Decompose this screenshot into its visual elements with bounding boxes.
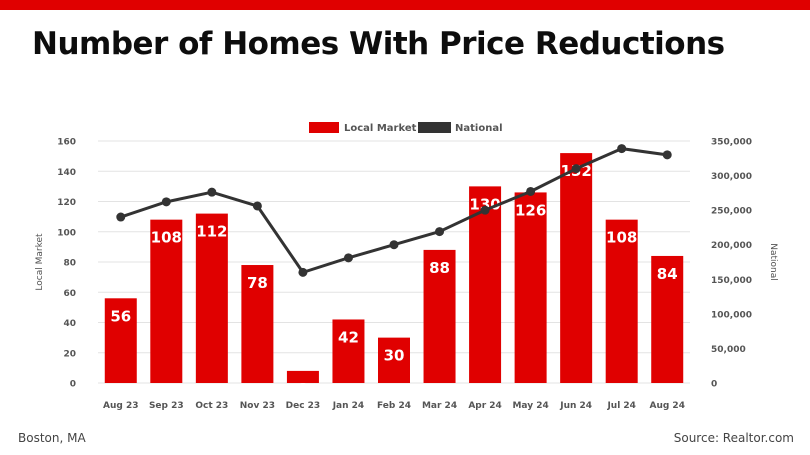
location-label: Boston, MA — [18, 431, 86, 445]
bar-value-label: 78 — [247, 274, 268, 292]
national-point — [252, 201, 262, 211]
national-point — [435, 227, 445, 237]
bar-value-label: 126 — [515, 201, 546, 219]
bar — [378, 337, 410, 383]
y-tick-label-left: 100 — [57, 228, 76, 238]
bar — [469, 186, 502, 383]
page-title: Number of Homes With Price Reductions — [32, 26, 725, 62]
x-tick-label: Apr 24 — [468, 401, 502, 411]
bar — [332, 319, 365, 383]
x-tick-label: Jan 24 — [332, 401, 365, 411]
y-tick-label-left: 160 — [57, 138, 76, 148]
bar — [150, 219, 183, 383]
y-axis-title-right: National — [768, 243, 778, 281]
national-point — [617, 144, 627, 154]
y-tick-label-left: 20 — [63, 349, 76, 359]
bar — [514, 192, 547, 383]
x-tick-label: Oct 23 — [195, 401, 228, 411]
y-tick-label-left: 140 — [57, 168, 76, 178]
x-tick-label: Jul 24 — [606, 401, 636, 411]
bar — [605, 219, 638, 383]
y-tick-label-right: 300,000 — [711, 172, 752, 182]
x-tick-label: Nov 23 — [240, 401, 275, 411]
bar-value-label: 88 — [429, 259, 450, 277]
combo-chart: 0 20 40 60 80 100 120 140 160 0 50,000 100,000 150,0… — [35, 122, 778, 411]
bar — [241, 265, 274, 383]
national-point — [526, 186, 536, 196]
y-tick-label-left: 60 — [63, 289, 76, 299]
bar-value-label: 130 — [469, 195, 500, 213]
x-tick-label: Feb 24 — [377, 401, 411, 411]
bar — [651, 255, 684, 383]
x-tick-label: Aug 23 — [103, 401, 138, 411]
y-tick-label-left: 120 — [57, 198, 76, 208]
bar-value-label: 42 — [338, 328, 359, 346]
x-tick-label: Sep 23 — [149, 401, 184, 411]
national-point — [662, 150, 672, 160]
bar-value-label: 30 — [384, 347, 405, 365]
national-point — [298, 267, 308, 277]
national-point — [389, 240, 399, 250]
y-tick-label-right: 150,000 — [711, 276, 752, 286]
y-tick-label-right: 250,000 — [711, 207, 752, 217]
x-tick-label: Aug 24 — [649, 401, 684, 411]
bar-value-label: 108 — [606, 229, 637, 247]
bar-value-label: 108 — [151, 229, 182, 247]
x-tick-label: Jun 24 — [559, 401, 592, 411]
national-point — [207, 187, 217, 197]
bar — [423, 249, 456, 383]
y-axis-title-left: Local Market — [35, 233, 45, 291]
y-tick-label-left: 80 — [63, 259, 76, 269]
x-tick-label: Mar 24 — [422, 401, 457, 411]
bar — [195, 213, 228, 383]
bar-value-label: 84 — [657, 265, 678, 283]
legend-swatch-local — [309, 122, 339, 133]
source-label: Source: Realtor.com — [673, 431, 794, 445]
legend-label-national: National — [455, 123, 503, 134]
bar-value-label: 56 — [110, 307, 131, 325]
national-point — [161, 197, 171, 207]
national-point — [343, 253, 353, 263]
x-tick-label: Dec 23 — [286, 401, 321, 411]
bar-value-label: 112 — [196, 223, 227, 241]
y-tick-label-left: 40 — [63, 319, 76, 329]
y-tick-label-right: 200,000 — [711, 241, 752, 251]
bar — [560, 153, 593, 383]
top-accent-bar — [0, 0, 810, 10]
y-tick-label-right: 0 — [711, 380, 717, 390]
national-point — [480, 205, 490, 215]
national-point — [571, 164, 581, 174]
legend-label-local: Local Market — [344, 123, 417, 134]
legend-swatch-national — [418, 122, 451, 133]
y-tick-label-right: 350,000 — [711, 138, 752, 148]
bar — [104, 298, 137, 383]
y-tick-label-right: 50,000 — [711, 345, 746, 355]
y-tick-label-left: 0 — [70, 380, 76, 390]
bar — [286, 370, 319, 383]
national-point — [116, 212, 126, 222]
x-tick-label: May 24 — [512, 401, 548, 411]
y-tick-label-right: 100,000 — [711, 310, 752, 320]
bar-value-label: 8 — [298, 380, 308, 398]
